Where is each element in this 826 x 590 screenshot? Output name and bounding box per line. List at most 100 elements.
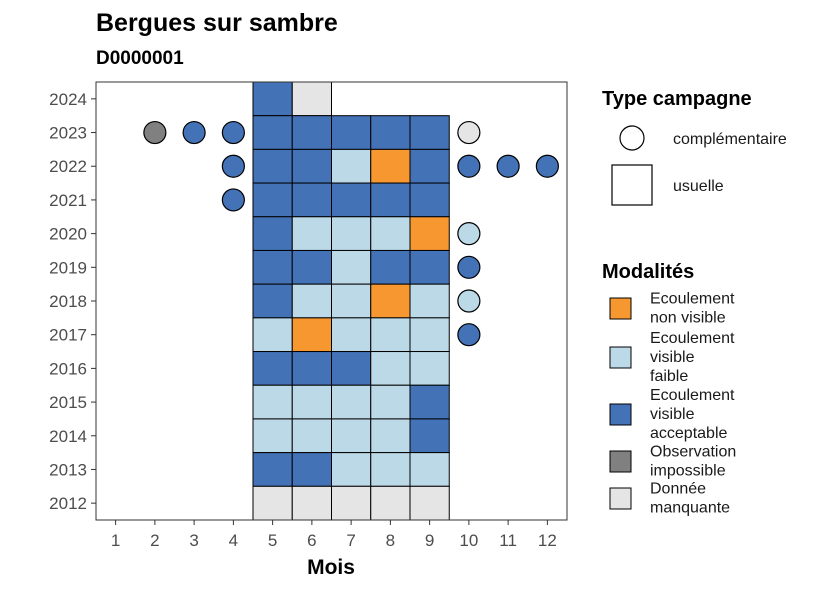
usuelle-cell-2020-7 (331, 216, 372, 251)
usuelle-cell-2019-6 (291, 249, 332, 285)
usuelle-cell-2015-6 (291, 384, 332, 420)
usuelle-cell-2018-9 (409, 283, 450, 319)
complementaire-point-2022-12 (535, 154, 559, 178)
y-tick-label: 2015 (49, 393, 87, 412)
usuelle-cell-2023-7 (331, 115, 372, 150)
legend-label-va: Ecoulement visible acceptable (650, 387, 735, 442)
complementaire-point-2022-10 (457, 154, 481, 178)
y-tick-label: 2024 (49, 90, 87, 109)
x-tick-label: 8 (386, 531, 395, 550)
legend-type-title: Type campagne (602, 88, 752, 110)
usuelle-cell-2015-5 (252, 384, 293, 420)
usuelle-cell-2012-7 (331, 485, 372, 521)
y-tick-label: 2016 (49, 359, 87, 378)
usuelle-cell-2015-7 (331, 384, 372, 420)
usuelle-cell-2016-8 (370, 351, 411, 386)
heatmap-grid (143, 81, 559, 521)
x-tick-label: 11 (499, 531, 517, 550)
usuelle-cell-2022-6 (291, 148, 332, 184)
usuelle-cell-2015-9 (409, 384, 450, 420)
legend-type-label-usuelle: usuelle (673, 178, 724, 195)
complementaire-point-2023-3 (182, 120, 206, 145)
y-tick-label: 2020 (49, 225, 87, 244)
usuelle-cell-2014-6 (291, 418, 332, 454)
usuelle-cell-2012-6 (291, 485, 332, 521)
usuelle-cell-2019-7 (331, 249, 372, 285)
legend-swatch-dm (609, 487, 632, 510)
usuelle-cell-2020-9 (409, 216, 450, 251)
y-axis-ticks: 2012 2013 2014 2015 2016 2017 2018 2019 2020 2021… (49, 90, 96, 513)
legend-label-vf: Ecoulement visible faible (650, 330, 735, 385)
usuelle-cell-2015-8 (370, 384, 411, 420)
y-tick-label: 2012 (49, 494, 87, 513)
usuelle-cell-2019-5 (252, 249, 293, 285)
usuelle-cell-2012-9 (409, 485, 450, 521)
legend-modalites: Modalités Ecoulement non visibleEcoulemen… (602, 261, 736, 517)
usuelle-cell-2024-5 (252, 81, 293, 117)
legend-swatch-vf (609, 346, 632, 369)
usuelle-cell-2021-5 (252, 182, 293, 218)
legend-circle-swatch (619, 125, 645, 151)
usuelle-cell-2021-7 (331, 182, 372, 218)
usuelle-cell-2016-5 (252, 351, 293, 386)
y-tick-label: 2013 (49, 460, 87, 479)
usuelle-cell-2017-5 (252, 317, 293, 353)
usuelle-cell-2023-9 (409, 115, 450, 150)
usuelle-cell-2017-9 (409, 317, 450, 353)
chart-subtitle: D0000001 (96, 48, 184, 69)
complementaire-point-2020-10 (457, 222, 481, 246)
usuelle-cell-2020-6 (291, 216, 332, 251)
legend-swatch-oi (609, 450, 632, 473)
x-axis-ticks: 1 2 3 4 5 6 7 8 9 10 11 12 (111, 520, 557, 550)
usuelle-cell-2017-6 (291, 317, 332, 353)
complementaire-point-2017-10 (457, 323, 481, 347)
usuelle-cell-2014-5 (252, 418, 293, 454)
x-tick-label: 1 (111, 531, 120, 550)
usuelle-cell-2021-6 (291, 182, 332, 218)
usuelle-cell-2023-5 (252, 115, 293, 150)
x-tick-label: 4 (229, 531, 238, 550)
usuelle-cell-2013-8 (370, 452, 411, 487)
usuelle-cell-2012-8 (370, 485, 411, 521)
usuelle-cell-2016-7 (331, 351, 372, 386)
usuelle-cell-2022-8 (370, 148, 411, 184)
usuelle-cell-2022-9 (409, 148, 450, 184)
usuelle-cell-2013-7 (331, 452, 372, 487)
complementaire-point-2022-11 (496, 154, 520, 178)
legend-swatch-nv (609, 297, 632, 320)
x-tick-label: 6 (307, 531, 316, 550)
usuelle-cell-2020-8 (370, 216, 411, 251)
usuelle-cell-2024-6 (291, 81, 332, 117)
usuelle-cell-2022-7 (331, 148, 372, 184)
x-axis-label: Mois (307, 556, 355, 579)
y-tick-label: 2019 (49, 258, 87, 277)
complementaire-point-2018-10 (457, 289, 481, 313)
usuelle-cell-2021-9 (409, 182, 450, 218)
complementaire-point-2019-10 (457, 255, 481, 279)
usuelle-cell-2014-8 (370, 418, 411, 454)
usuelle-cell-2020-5 (252, 216, 293, 251)
legend-label-nv: Ecoulement non visible (650, 291, 735, 327)
complementaire-point-2023-4 (221, 120, 245, 145)
legend-modalites-title: Modalités (602, 261, 694, 283)
complementaire-point-2022-4 (221, 154, 245, 178)
complementaire-point-2021-4 (221, 188, 245, 212)
y-tick-label: 2014 (49, 427, 87, 446)
y-tick-label: 2022 (49, 157, 87, 176)
legend-square-swatch (611, 164, 653, 206)
legend-swatch-va (609, 403, 632, 426)
x-tick-label: 9 (425, 531, 434, 550)
y-tick-label: 2021 (49, 191, 87, 210)
x-tick-label: 5 (268, 531, 277, 550)
legend-label-oi: Observation impossible (650, 444, 736, 480)
x-tick-label: 12 (538, 531, 557, 550)
usuelle-cell-2013-9 (409, 452, 450, 487)
usuelle-cell-2021-8 (370, 182, 411, 218)
legend-label-dm: Donnée manquante (650, 481, 730, 517)
usuelle-cell-2018-8 (370, 283, 411, 319)
usuelle-cell-2018-7 (331, 283, 372, 319)
y-tick-label: 2017 (49, 326, 87, 345)
x-tick-label: 2 (150, 531, 159, 550)
usuelle-cell-2012-5 (252, 485, 293, 521)
